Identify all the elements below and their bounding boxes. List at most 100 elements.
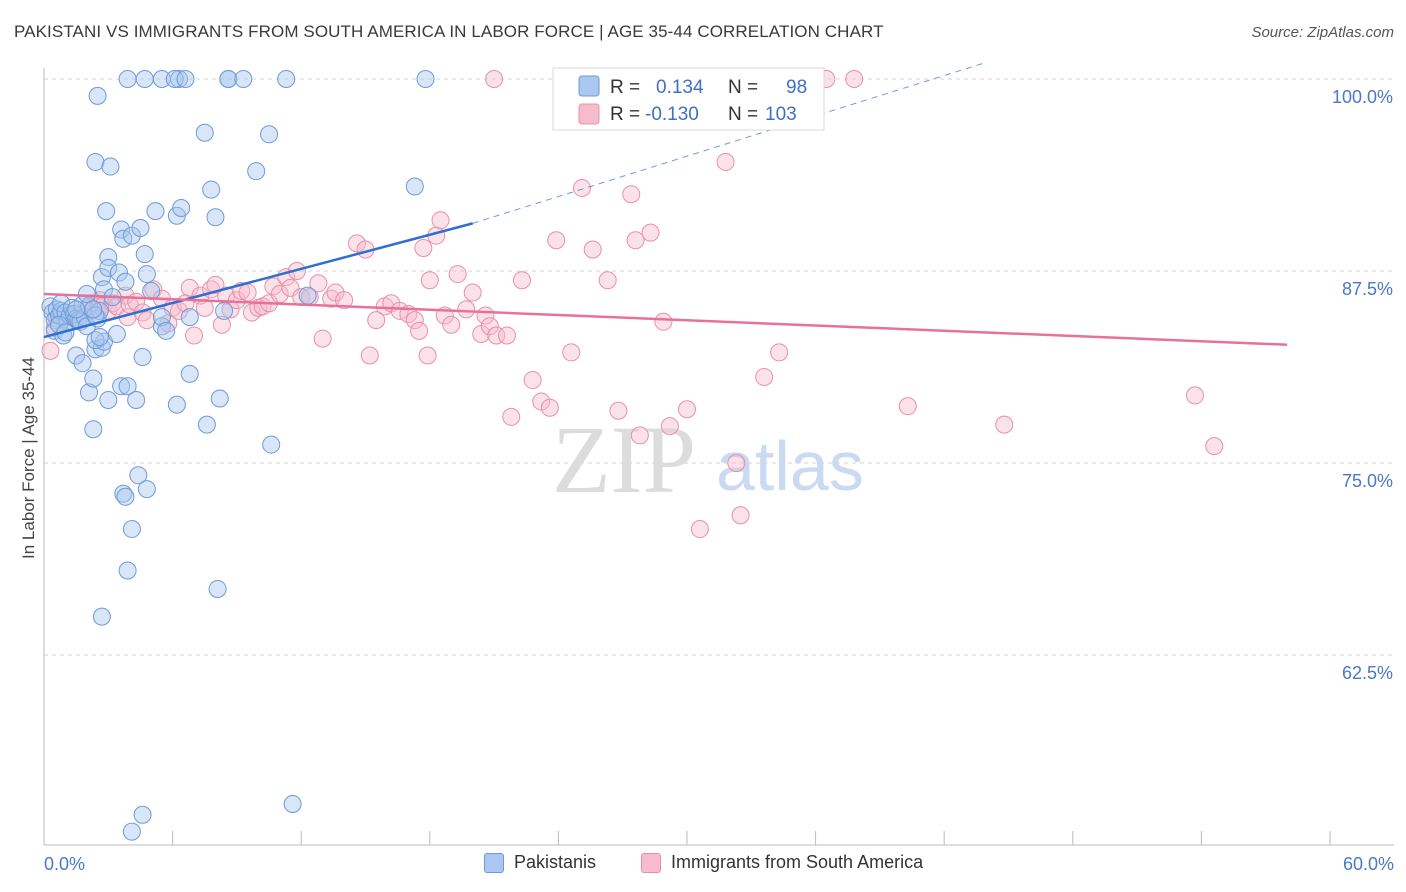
blue-point bbox=[152, 308, 171, 327]
pink-point bbox=[1185, 386, 1204, 405]
blue-point bbox=[116, 487, 135, 506]
pink-point bbox=[641, 223, 660, 242]
stats-swatch-pink bbox=[578, 103, 600, 125]
pink-point bbox=[678, 400, 696, 419]
blue-point bbox=[135, 70, 154, 88]
series-legend: Pakistanis Immigrants from South America bbox=[0, 850, 1406, 880]
blue-point bbox=[208, 579, 227, 598]
pink-point bbox=[898, 397, 917, 416]
y-tick-label: 87.5% bbox=[1342, 279, 1393, 299]
blue-point bbox=[146, 202, 165, 221]
legend-swatch-blue bbox=[484, 852, 504, 873]
blue-point bbox=[107, 324, 126, 343]
legend-item-pakistanis[interactable]: Pakistanis bbox=[484, 852, 596, 873]
blue-point bbox=[127, 391, 146, 410]
blue-point bbox=[170, 70, 189, 88]
blue-point bbox=[283, 794, 302, 813]
pink-point bbox=[660, 417, 679, 436]
pink-point bbox=[572, 179, 591, 198]
pink-point bbox=[995, 415, 1014, 434]
pink-point bbox=[690, 520, 709, 539]
blue-point bbox=[219, 70, 238, 88]
blue-point bbox=[260, 125, 279, 144]
pink-point bbox=[414, 238, 433, 257]
pink-point bbox=[367, 311, 386, 330]
pink-point bbox=[487, 326, 506, 345]
pink-point bbox=[313, 329, 332, 348]
blue-point bbox=[118, 561, 137, 580]
blue-point bbox=[247, 162, 266, 181]
y-axis-label: In Labor Force | Age 35-44 bbox=[19, 357, 38, 559]
blue-point bbox=[67, 346, 86, 365]
blue-point bbox=[262, 435, 281, 454]
pink-point bbox=[410, 321, 429, 340]
pink-point bbox=[485, 70, 504, 88]
pink-point bbox=[540, 398, 559, 417]
watermark-zip: ZIP bbox=[552, 406, 696, 513]
blue-point bbox=[110, 263, 129, 282]
blue-point bbox=[97, 202, 116, 221]
blue-point bbox=[118, 377, 137, 396]
blue-point bbox=[277, 70, 296, 88]
pink-point bbox=[463, 283, 482, 302]
blue-point bbox=[298, 286, 317, 305]
stats-r-value-2: -0.130 bbox=[645, 104, 699, 125]
blue-point bbox=[167, 395, 186, 414]
blue-point bbox=[86, 152, 105, 171]
pink-point bbox=[212, 315, 231, 334]
pink-point bbox=[562, 343, 581, 362]
pink-point bbox=[335, 291, 354, 310]
blue-point bbox=[210, 389, 229, 408]
pink-point bbox=[497, 326, 516, 345]
pink-point bbox=[502, 407, 521, 426]
blue-trend-line bbox=[43, 222, 473, 339]
stats-swatch-blue bbox=[578, 75, 600, 97]
blue-point bbox=[114, 484, 133, 503]
legend-label-south-america: Immigrants from South America bbox=[671, 852, 924, 872]
blue-point bbox=[202, 180, 221, 199]
blue-point bbox=[88, 86, 107, 105]
pink-point bbox=[360, 346, 379, 365]
stats-r-label-2: R = bbox=[610, 104, 640, 125]
blue-point bbox=[416, 70, 435, 88]
pink-point bbox=[716, 152, 735, 171]
pink-point bbox=[442, 315, 461, 334]
blue-point bbox=[84, 300, 103, 319]
stats-r-label-1: R = bbox=[610, 77, 640, 98]
legend-item-south-america[interactable]: Immigrants from South America bbox=[641, 852, 923, 873]
x-tick-labels: 0.0% 60.0% bbox=[44, 854, 1394, 874]
blue-point bbox=[195, 123, 214, 142]
y-tick-label: 62.5% bbox=[1342, 663, 1393, 683]
blue-point bbox=[99, 248, 118, 267]
blue-point bbox=[122, 520, 141, 539]
blue-point bbox=[73, 354, 92, 373]
pink-point bbox=[242, 303, 261, 322]
stats-legend: R = 0.134 N = 98 R = -0.130 N = 103 bbox=[552, 67, 825, 131]
blue-trend-extension bbox=[472, 61, 988, 224]
pink-point bbox=[598, 271, 617, 290]
blue-point bbox=[99, 258, 118, 277]
pink-point bbox=[420, 271, 439, 290]
pink-point bbox=[309, 274, 328, 293]
pink-point bbox=[512, 271, 531, 290]
blue-point bbox=[172, 199, 191, 218]
stats-n-value-2: 103 bbox=[765, 104, 797, 125]
blue-point bbox=[197, 415, 216, 434]
pink-point bbox=[845, 70, 864, 88]
x-tick-label: 0.0% bbox=[44, 854, 85, 874]
pink-point bbox=[1205, 437, 1224, 456]
blue-point bbox=[84, 420, 103, 439]
blue-point bbox=[133, 348, 152, 367]
blue-point bbox=[131, 218, 150, 237]
pink-point bbox=[755, 367, 774, 386]
blue-point bbox=[67, 300, 86, 319]
chart-title: PAKISTANI VS IMMIGRANTS FROM SOUTH AMERI… bbox=[14, 22, 884, 41]
legend-swatch-pink bbox=[641, 852, 661, 873]
blue-point bbox=[92, 607, 111, 626]
stats-r-value-1: 0.134 bbox=[656, 77, 704, 98]
pink-point bbox=[523, 371, 542, 390]
blue-point bbox=[84, 369, 103, 388]
blue-point bbox=[135, 245, 154, 264]
axes bbox=[43, 68, 1394, 846]
pink-point bbox=[227, 291, 246, 310]
